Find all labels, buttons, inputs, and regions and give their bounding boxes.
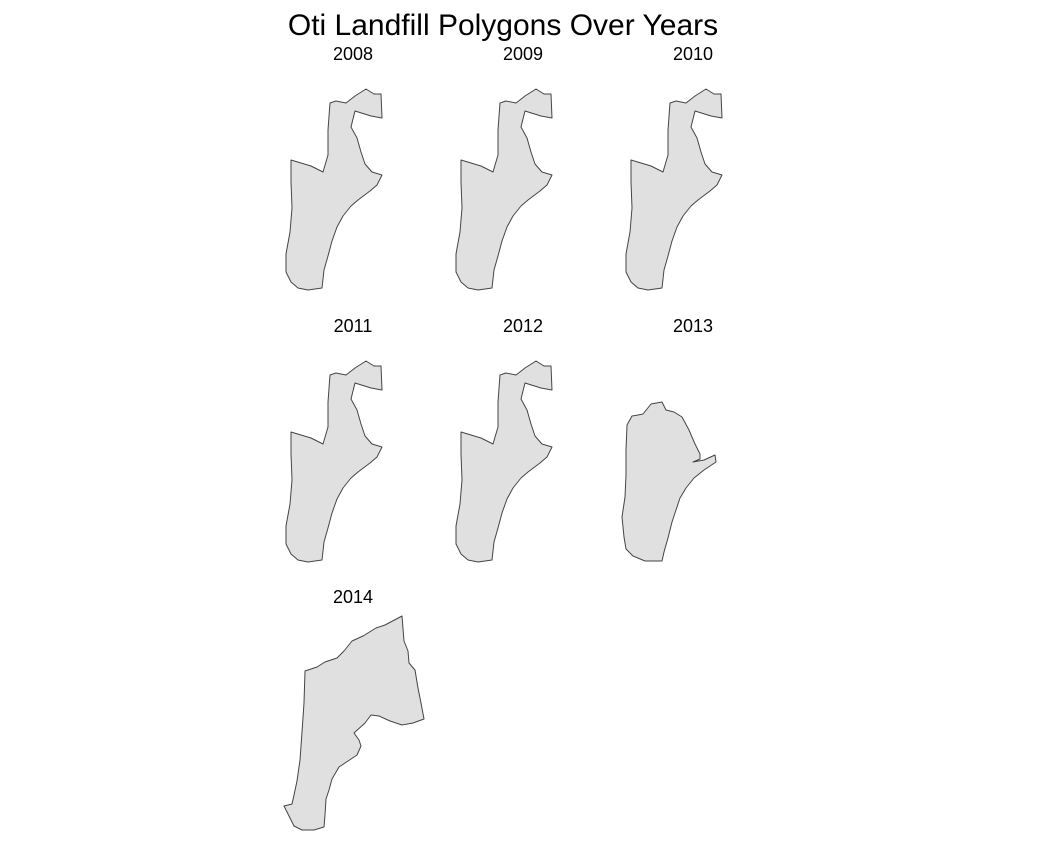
panel-2013: 2013 xyxy=(621,316,717,562)
panel-year-label: 2014 xyxy=(333,587,373,607)
panel-2009: 2009 xyxy=(455,44,553,291)
panel-year-label: 2011 xyxy=(334,316,373,336)
panel-2012: 2012 xyxy=(455,316,553,563)
panel-year-label: 2009 xyxy=(503,44,543,64)
figure-title: Oti Landfill Polygons Over Years xyxy=(288,9,718,42)
landfill-polygon xyxy=(285,88,383,291)
landfill-polygon xyxy=(621,401,717,562)
panel-year-label: 2012 xyxy=(503,316,543,336)
landfill-polygon xyxy=(285,360,383,563)
panel-2010: 2010 xyxy=(625,44,723,291)
panel-2014: 2014 xyxy=(283,587,425,831)
landfill-polygon xyxy=(283,615,425,831)
panel-2011: 2011 xyxy=(285,316,383,563)
panel-year-label: 2013 xyxy=(673,316,713,336)
landfill-polygon xyxy=(455,360,553,563)
panel-year-label: 2008 xyxy=(333,44,373,64)
landfill-polygon xyxy=(625,88,723,291)
panel-2008: 2008 xyxy=(285,44,383,291)
panel-year-label: 2010 xyxy=(673,44,713,64)
landfill-polygon xyxy=(455,88,553,291)
